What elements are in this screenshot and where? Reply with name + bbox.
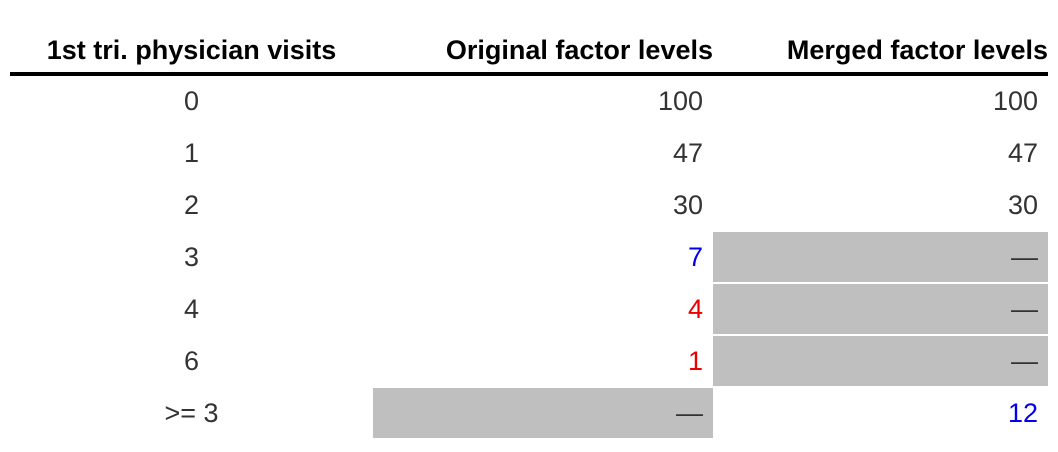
table-row: 3 7 — [10,230,1048,283]
cell-original: 7 [373,230,713,283]
cell-visits: 3 [10,230,373,283]
cell-visits: >= 3 [10,386,373,438]
header-original-levels: Original factor levels [373,24,713,76]
header-row: 1st tri. physician visits Original facto… [10,24,1048,76]
cell-merged: — [713,230,1048,283]
cell-original: 30 [373,178,713,231]
cell-merged: — [713,282,1048,335]
cell-merged: 47 [713,126,1048,179]
cell-visits: 2 [10,178,373,231]
cell-merged: 100 [713,73,1048,127]
table-row: 2 30 30 [10,178,1048,231]
table-row: >= 3 — 12 [10,386,1048,438]
cell-visits: 6 [10,334,373,387]
cell-merged: 12 [713,386,1048,438]
factor-levels-table: 1st tri. physician visits Original facto… [10,24,1048,438]
table-row: 0 100 100 [10,73,1048,127]
table-row: 4 4 — [10,282,1048,335]
cell-original: 47 [373,126,713,179]
table-body: 0 100 100 1 47 47 2 30 30 3 7 — 4 4 [10,73,1048,438]
header-visits: 1st tri. physician visits [10,24,373,76]
table-row: 6 1 — [10,334,1048,387]
factor-levels-table-container: 1st tri. physician visits Original facto… [10,24,1048,438]
header-merged-levels: Merged factor levels [713,24,1048,76]
cell-visits: 0 [10,73,373,127]
cell-original: 100 [373,73,713,127]
cell-original: — [373,386,713,438]
cell-visits: 1 [10,126,373,179]
table-header: 1st tri. physician visits Original facto… [10,24,1048,76]
cell-merged: — [713,334,1048,387]
cell-original: 4 [373,282,713,335]
cell-visits: 4 [10,282,373,335]
cell-original: 1 [373,334,713,387]
table-row: 1 47 47 [10,126,1048,179]
cell-merged: 30 [713,178,1048,231]
